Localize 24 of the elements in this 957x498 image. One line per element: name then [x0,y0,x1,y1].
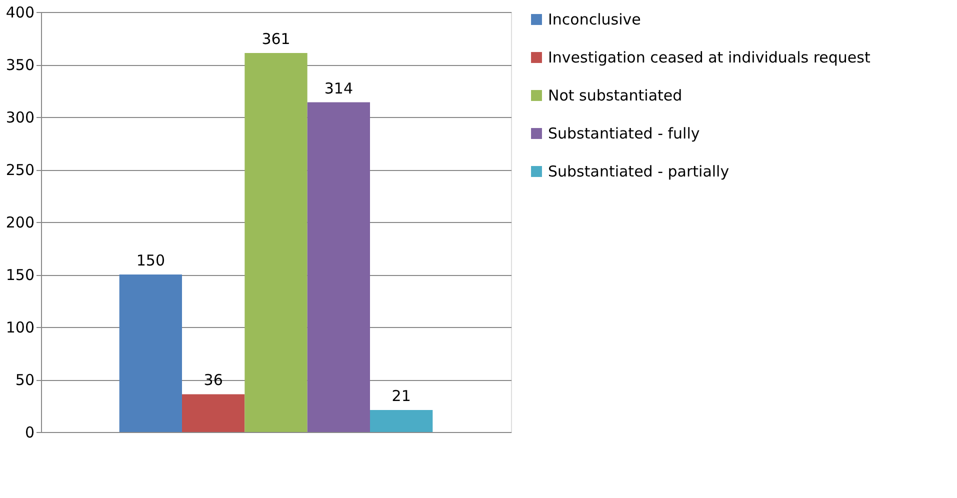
legend-label: Not substantiated [548,86,682,104]
y-tick-label: 100 [6,318,34,336]
legend-label: Inconclusive [548,10,641,28]
y-tick-label: 300 [6,108,34,126]
bar [370,410,433,432]
y-tick-label: 200 [6,214,34,232]
bar [307,102,370,432]
y-tick-label: 50 [15,371,34,389]
data-label: 314 [324,79,353,98]
legend-label: Substantiated - fully [548,124,700,142]
data-label: 361 [262,30,290,48]
data-label: 150 [136,252,165,270]
legend-label: Substantiated - partially [548,162,730,180]
y-tick-label: 250 [6,161,34,179]
y-tick-label: 400 [6,4,34,22]
bar [244,52,308,432]
data-label: 36 [204,371,223,390]
legend-label: Investigation ceased at individuals request [548,48,870,66]
y-tick-label: 0 [24,424,34,442]
bar [182,394,245,432]
y-tick-label: 150 [6,266,34,284]
y-tick-label: 350 [6,56,34,74]
data-label: 21 [392,386,411,405]
bar [119,274,182,432]
